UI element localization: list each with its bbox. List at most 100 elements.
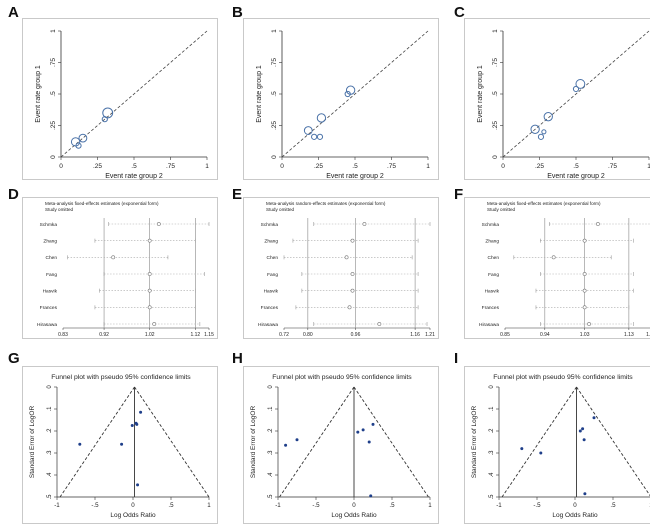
study-point [139,410,143,414]
x-tick-label: -.5 [312,502,320,509]
equality-line [502,30,650,158]
x-tick-label: 0 [352,502,356,509]
lower-confidence-limit [59,386,135,498]
y-tick-label: .3 [268,450,274,456]
study-point [78,442,82,446]
study-label: Fang [488,272,499,278]
study-point [371,422,375,426]
study-point [367,440,371,444]
panel-label-a: A [8,4,19,21]
x-tick-label: 1.13 [624,332,634,338]
y-tick-label: 0 [50,155,57,159]
study-point [136,483,140,487]
y-tick-label: .2 [489,428,495,434]
study-label: Zhang [485,238,499,244]
study-point [592,416,596,420]
x-tick-label: 0.72 [279,332,289,338]
funnel-panel-i: Funnel plot with pseudo 95% confidence l… [464,366,650,524]
study-label: Hirasawa [479,322,499,328]
study-marker [102,107,114,119]
x-tick-label: .75 [387,163,396,170]
x-tick-label: 0.96 [351,332,361,338]
panel-label-d: D [8,186,19,203]
y-tick-label: .5 [492,91,499,97]
study-label: Frances [40,305,58,311]
y-tick-label: 0 [489,385,495,389]
x-tick-label: .75 [166,163,175,170]
y-tick-label: 0 [47,385,53,389]
estimate-marker [347,305,352,310]
y-axis-label: Standard Error of LogOR [29,406,36,479]
study-marker [345,85,356,95]
y-tick-label: 0 [271,155,278,159]
estimate-marker [350,238,355,243]
x-tick-label: 1 [426,163,430,170]
scatter-panel-b: 0 0 .25 .25 .5 .5 .75 .75 1 1 Event rate group 2 Ev… [243,18,439,180]
estimate-marker [147,238,152,243]
study-point [520,447,524,451]
study-label: Schmka [261,222,279,228]
x-tick-label: .75 [608,163,617,170]
y-tick-label: .4 [47,472,53,478]
funnel-title: Funnel plot with pseudo 95% confidence l… [272,374,412,381]
study-marker [316,113,327,123]
study-marker [572,85,580,93]
estimate-marker [596,222,600,226]
study-marker [316,133,324,140]
x-tick-label: .5 [131,163,137,170]
funnel-title: Funnel plot with pseudo 95% confidence l… [51,374,191,381]
x-tick-label: -.5 [533,502,541,509]
study-marker [543,112,553,122]
estimate-marker [551,255,556,260]
study-marker [537,133,545,140]
y-tick-label: .75 [271,58,278,67]
x-tick-label: 1.15 [204,332,214,338]
y-axis-label: Event rate group 1 [477,65,484,123]
study-label: Hirasawa [37,322,57,328]
y-tick-label: .25 [50,121,57,130]
study-point [356,430,360,434]
x-tick-label: .5 [610,502,616,509]
panel-label-g: G [8,350,20,367]
study-label: Schmka [482,222,500,228]
equality-line [60,30,208,158]
study-label: Chen [46,255,58,261]
study-marker [303,126,313,135]
x-tick-label: -1 [275,502,281,509]
x-tick-label: 1 [205,163,209,170]
funnel-panel-h: Funnel plot with pseudo 95% confidence l… [243,366,439,524]
x-tick-label: .5 [573,163,579,170]
study-point [539,451,543,455]
study-label: Zhang [264,238,278,244]
x-tick-label: 0.83 [58,332,68,338]
study-label: Hasvik [264,288,279,294]
x-tick-label: .5 [389,502,395,509]
y-tick-label: .5 [489,494,495,500]
estimate-marker [377,322,382,326]
y-tick-label: 0 [492,155,499,159]
y-tick-label: .4 [489,472,495,478]
y-tick-label: .2 [47,428,53,434]
estimate-marker [362,222,367,226]
y-tick-label: .4 [268,472,274,478]
estimate-marker [582,272,587,276]
equality-line [281,30,429,158]
study-label: Frances [482,305,500,311]
study-point [583,492,587,496]
y-axis-label: Standard Error of LogOR [250,406,257,479]
influence-panel-e: Meta-analysis random-effects estimates (… [243,197,439,339]
x-axis-label: Log Odds Ratio [552,512,598,519]
study-point [120,442,124,446]
study-point [295,438,299,442]
study-marker [541,129,547,135]
x-tick-label: .25 [535,163,544,170]
estimate-marker [147,305,152,310]
influence-title: Meta-analysis fixed-effects estimates (e… [45,201,159,206]
y-tick-label: .5 [50,91,57,97]
estimate-marker [147,272,152,276]
study-label: Hasvik [485,288,500,294]
y-tick-label: 1 [271,29,278,33]
x-tick-label: 1.02 [145,332,155,338]
estimate-marker [582,305,587,310]
estimate-marker [111,255,116,260]
